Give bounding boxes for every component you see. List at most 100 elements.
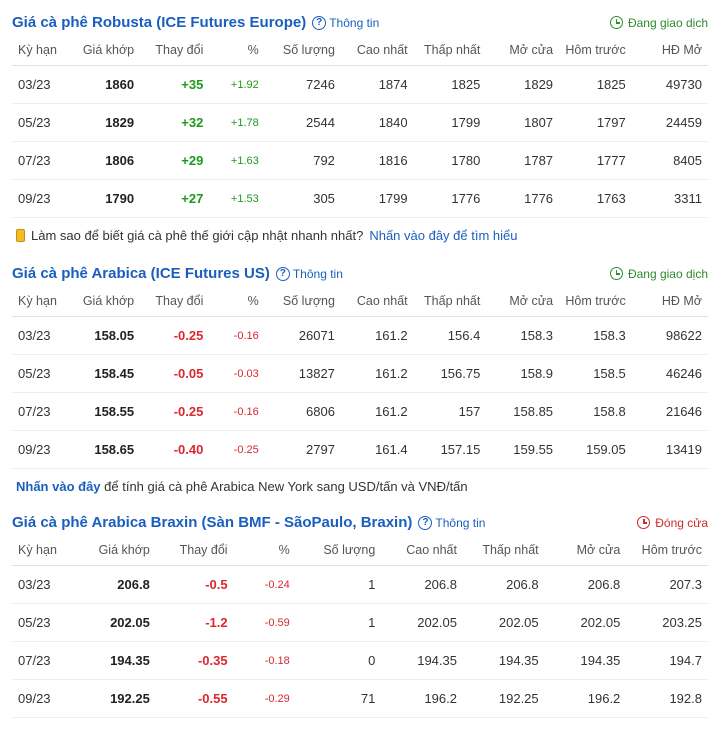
cell-low: 1776: [414, 180, 487, 218]
cell-chg: -0.25: [140, 317, 209, 355]
cell-price: 158.65: [71, 431, 140, 469]
cell-term: 05/23: [12, 604, 78, 642]
cell-prev: 207.3: [626, 566, 708, 604]
cell-low: 157.15: [414, 431, 487, 469]
cell-price: 1790: [71, 180, 140, 218]
cell-low: 156.75: [414, 355, 487, 393]
col-header: Thay đổi: [156, 535, 234, 566]
cell-price: 1806: [71, 142, 140, 180]
cell-term: 05/23: [12, 355, 71, 393]
info-link[interactable]: ?Thông tin: [312, 16, 379, 30]
info-bar-link[interactable]: Nhấn vào đây để tìm hiểu: [369, 228, 517, 243]
note-line: Nhấn vào đây để tính giá cà phê Arabica …: [12, 469, 708, 502]
table-row: 09/23158.65-0.40-0.252797161.4157.15159.…: [12, 431, 708, 469]
market-status: Đang giao dịch: [610, 267, 708, 281]
col-header: Hôm trước: [559, 35, 632, 66]
cell-prev: 203.25: [626, 604, 708, 642]
col-header: HĐ Mở: [632, 286, 708, 317]
cell-oi: 98622: [632, 317, 708, 355]
cell-low: 1799: [414, 104, 487, 142]
cell-pct: -0.29: [234, 680, 296, 718]
cell-chg: -0.05: [140, 355, 209, 393]
cell-price: 158.45: [71, 355, 140, 393]
cell-chg: -1.2: [156, 604, 234, 642]
cell-prev: 1825: [559, 66, 632, 104]
col-header: Cao nhất: [381, 535, 463, 566]
cell-price: 202.05: [78, 604, 156, 642]
cell-term: 07/23: [12, 142, 71, 180]
cell-low: 156.4: [414, 317, 487, 355]
cell-prev: 158.5: [559, 355, 632, 393]
market-status: Đang giao dịch: [610, 16, 708, 30]
cell-chg: -0.5: [156, 566, 234, 604]
info-label: Thông tin: [435, 516, 485, 530]
cell-vol: 6806: [265, 393, 341, 431]
cell-high: 202.05: [381, 604, 463, 642]
table-row: 03/23206.8-0.5-0.241206.8206.8206.8207.3: [12, 566, 708, 604]
cell-high: 161.4: [341, 431, 414, 469]
cell-pct: -0.24: [234, 566, 296, 604]
cell-pct: +1.78: [209, 104, 264, 142]
cell-term: 09/23: [12, 680, 78, 718]
col-header: Thấp nhất: [414, 286, 487, 317]
col-header: Kỳ hạn: [12, 286, 71, 317]
section-header: Giá cà phê Arabica Braxin (Sàn BMF - São…: [12, 508, 708, 535]
cell-chg: -0.25: [140, 393, 209, 431]
cell-high: 1816: [341, 142, 414, 180]
price-table: Kỳ hạnGiá khớpThay đổi%Số lượngCao nhấtT…: [12, 35, 708, 218]
cell-low: 1825: [414, 66, 487, 104]
price-section: Giá cà phê Arabica Braxin (Sàn BMF - São…: [12, 508, 708, 718]
cell-chg: -0.55: [156, 680, 234, 718]
cell-oi: 49730: [632, 66, 708, 104]
col-header: Hôm trước: [626, 535, 708, 566]
cell-chg: +27: [140, 180, 209, 218]
table-row: 07/23194.35-0.35-0.180194.35194.35194.35…: [12, 642, 708, 680]
cell-vol: 26071: [265, 317, 341, 355]
col-header: Thấp nhất: [463, 535, 545, 566]
col-header: Giá khớp: [71, 286, 140, 317]
table-row: 05/231829+32+1.7825441840179918071797244…: [12, 104, 708, 142]
cell-vol: 0: [296, 642, 382, 680]
cell-low: 206.8: [463, 566, 545, 604]
cell-term: 03/23: [12, 317, 71, 355]
info-link[interactable]: ?Thông tin: [276, 267, 343, 281]
cell-low: 202.05: [463, 604, 545, 642]
cell-prev: 1763: [559, 180, 632, 218]
cell-pct: -0.16: [209, 317, 264, 355]
cell-vol: 1: [296, 566, 382, 604]
status-label: Đang giao dịch: [628, 16, 708, 30]
cell-pct: -0.03: [209, 355, 264, 393]
cell-prev: 159.05: [559, 431, 632, 469]
section-header: Giá cà phê Robusta (ICE Futures Europe)?…: [12, 8, 708, 35]
cell-high: 161.2: [341, 317, 414, 355]
cell-pct: +1.53: [209, 180, 264, 218]
note-text: để tính giá cà phê Arabica New York sang…: [101, 479, 468, 494]
cell-chg: -0.35: [156, 642, 234, 680]
cell-high: 161.2: [341, 355, 414, 393]
cell-chg: -0.40: [140, 431, 209, 469]
cell-price: 158.05: [71, 317, 140, 355]
price-section: Giá cà phê Robusta (ICE Futures Europe)?…: [12, 8, 708, 253]
cell-pct: -0.18: [234, 642, 296, 680]
cell-open: 158.9: [486, 355, 559, 393]
col-header: Thấp nhất: [414, 35, 487, 66]
cell-pct: -0.25: [209, 431, 264, 469]
cell-vol: 305: [265, 180, 341, 218]
note-link[interactable]: Nhấn vào đây: [16, 479, 101, 494]
cell-low: 157: [414, 393, 487, 431]
status-label: Đang giao dịch: [628, 267, 708, 281]
status-label: Đóng cửa: [655, 516, 708, 530]
cell-price: 1829: [71, 104, 140, 142]
cell-open: 1776: [486, 180, 559, 218]
cell-price: 194.35: [78, 642, 156, 680]
cell-prev: 1797: [559, 104, 632, 142]
section-title: Giá cà phê Arabica Braxin (Sàn BMF - São…: [12, 514, 412, 531]
cell-price: 1860: [71, 66, 140, 104]
cell-high: 1874: [341, 66, 414, 104]
info-icon: ?: [312, 16, 326, 30]
cell-pct: -0.59: [234, 604, 296, 642]
cell-high: 196.2: [381, 680, 463, 718]
cell-oi: 8405: [632, 142, 708, 180]
info-link[interactable]: ?Thông tin: [418, 516, 485, 530]
cell-open: 159.55: [486, 431, 559, 469]
